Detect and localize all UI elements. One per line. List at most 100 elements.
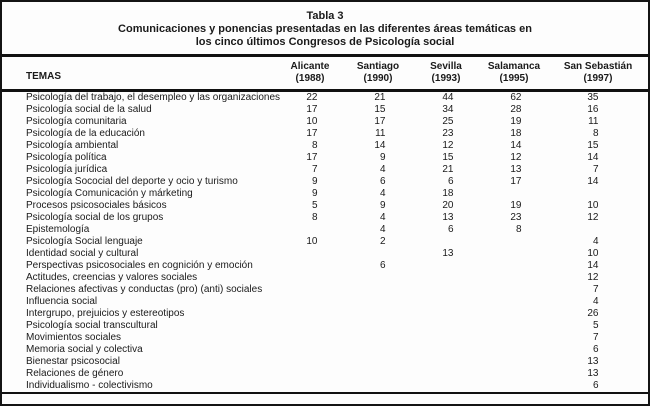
value-cell [344,272,412,284]
value-number: 44 [442,91,454,103]
value-number: 9 [379,199,386,211]
value-number: 6 [447,175,454,187]
value-cell [412,272,480,284]
value-number: 34 [442,103,454,115]
value-cell [344,296,412,308]
value-number: 8 [311,139,318,151]
tema-label: Individualismo - colectivismo [26,379,153,391]
column-header-temas: TEMAS [2,57,276,92]
congress-year: (1988) [295,72,325,84]
value-cell: 5 [276,200,344,212]
value-cell: 4 [344,188,412,200]
value-cell [276,224,344,236]
value-number: 6 [592,379,599,391]
value-number: 7 [311,163,318,175]
value-number: 7 [592,283,599,295]
value-number: 4 [379,187,386,199]
value-cell: 9 [344,200,412,212]
table-row: Procesos psicosociales básicos 5 9 20 19 10 [2,200,648,212]
value-cell: 10 [548,248,648,260]
value-number: 17 [306,127,318,139]
value-cell: 18 [412,188,480,200]
table-row: Psicología del trabajo, el desempleo y l… [2,90,648,104]
value-number: 13 [442,247,454,259]
value-cell [344,332,412,344]
table-row: Psicología Comunicación y márketing 9 4 18 [2,188,648,200]
value-number: 6 [447,223,454,235]
value-cell: 8 [276,212,344,224]
table-row: Memoria social y colectiva 6 [2,344,648,356]
congress-city: Salamanca [487,60,541,72]
tema-label: Psicología social transcultural [26,319,158,331]
value-cell: 7 [276,164,344,176]
value-cell [344,308,412,320]
tema-label: Psicología de la educación [26,127,145,139]
value-cell: 17 [276,128,344,140]
value-number: 17 [510,175,522,187]
value-number: 5 [592,319,599,331]
value-cell: 12 [412,140,480,152]
value-cell: 8 [276,140,344,152]
value-cell [412,332,480,344]
value-cell: 4 [548,236,648,248]
value-cell [276,308,344,320]
value-cell: 15 [344,104,412,116]
value-cell [344,380,412,393]
value-cell: 23 [480,212,548,224]
column-header-salamanca: Salamanca (1995) [480,57,548,92]
value-cell [344,248,412,260]
table-caption-line-2: los cinco últimos Congresos de Psicologí… [195,36,455,48]
tema-label: Psicología comunitaria [26,115,127,127]
value-number: 20 [442,199,454,211]
value-number: 23 [510,211,522,223]
value-cell [548,188,648,200]
value-cell: 62 [480,90,548,104]
value-cell [412,380,480,393]
value-cell: 13 [480,164,548,176]
value-cell: 21 [412,164,480,176]
tema-label: Psicología Social lenguaje [26,235,143,247]
value-cell [276,380,344,393]
table-row: Movimientos sociales 7 [2,332,648,344]
value-number: 13 [587,367,599,379]
column-header-alicante: Alicante (1988) [276,57,344,92]
value-cell [344,356,412,368]
tema-label: Procesos psicosociales básicos [26,199,167,211]
value-number: 11 [588,115,599,127]
value-cell [480,272,548,284]
value-number: 19 [510,199,522,211]
tema-label: Psicología Sococial del deporte y ocio y… [26,175,238,187]
value-cell: 14 [344,140,412,152]
congress-city: Sevilla [430,60,462,72]
value-cell: 14 [548,260,648,272]
congress-year: (1990) [363,72,393,84]
value-cell [276,332,344,344]
value-cell [480,308,548,320]
value-cell: 10 [276,116,344,128]
value-number: 2 [379,235,386,247]
value-number: 4 [379,163,386,175]
table-row: Psicología social transcultural 5 [2,320,648,332]
value-number: 10 [306,235,318,247]
value-cell: 23 [412,128,480,140]
table-row: Individualismo - colectivismo 6 [2,380,648,393]
value-number: 14 [510,139,522,151]
value-number: 7 [592,163,599,175]
value-number: 26 [587,307,599,319]
value-number: 11 [375,127,386,139]
tema-label: Psicología ambiental [26,139,119,151]
value-number: 10 [587,247,599,259]
value-number: 35 [587,91,599,103]
value-number: 9 [311,187,318,199]
value-cell: 9 [344,152,412,164]
value-cell: 16 [548,104,648,116]
value-cell [412,236,480,248]
value-cell: 12 [548,212,648,224]
value-number: 5 [311,199,318,211]
value-cell [480,332,548,344]
value-number: 4 [379,223,386,235]
value-cell: 28 [480,104,548,116]
tema-label: Psicología Comunicación y márketing [26,187,193,199]
tema-label: Psicología jurídica [26,163,108,175]
value-cell [480,296,548,308]
